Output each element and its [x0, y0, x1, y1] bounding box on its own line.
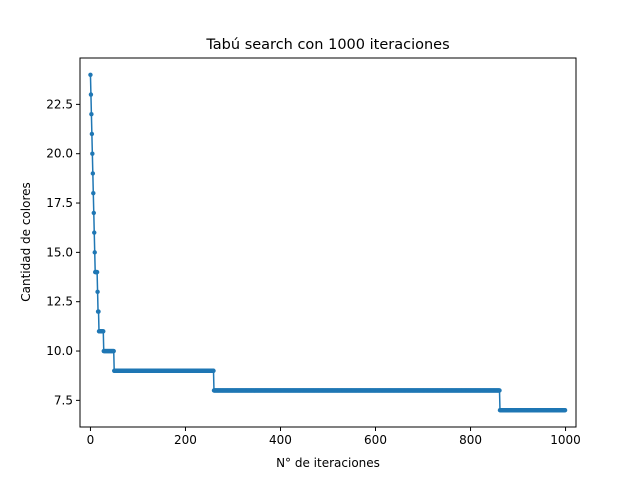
axes-frame [79, 57, 577, 428]
data-point [96, 309, 101, 314]
data-point [91, 210, 96, 216]
data-point [88, 72, 93, 77]
y-tick-label: 10.0 [46, 344, 73, 358]
data-point [91, 190, 96, 196]
x-axis-label: N° de iteraciones [276, 456, 380, 470]
x-tick-label: 800 [459, 433, 482, 447]
x-axis-ticks: 0 200 400 600 800 1000 [87, 427, 581, 447]
y-axis-label: Cantidad de colores [19, 182, 33, 302]
data-point [111, 348, 116, 354]
data-point [562, 408, 568, 413]
data-point [101, 329, 106, 334]
y-tick-label: 12.5 [46, 295, 73, 309]
y-tick-label: 17.5 [46, 196, 73, 210]
data-point [92, 230, 97, 235]
y-tick-label: 15.0 [46, 245, 73, 259]
x-tick-label: 600 [364, 433, 387, 447]
data-point [94, 269, 100, 275]
series-layer [88, 72, 568, 413]
y-tick-label: 20.0 [46, 147, 73, 161]
data-point [90, 171, 96, 176]
data-point [89, 131, 95, 137]
data-point [90, 151, 95, 156]
x-tick-label: 400 [269, 433, 292, 447]
y-axis-ticks: 7.5 10.0 12.5 15.0 17.5 20.0 22.5 [46, 97, 80, 407]
x-tick-label: 1000 [550, 433, 581, 447]
data-point [89, 112, 94, 117]
data-point [211, 368, 216, 373]
data-point [92, 250, 97, 255]
data-point [95, 289, 100, 295]
data-point [497, 388, 502, 393]
y-tick-label: 22.5 [46, 97, 73, 111]
x-tick-label: 0 [87, 433, 95, 447]
x-tick-label: 200 [174, 433, 197, 447]
plot-area: 0 200 400 600 800 1000 7.5 10.0 12.5 15.0 17.5 20.… [46, 57, 581, 447]
chart-title: Tabú search con 1000 iteraciones [205, 37, 449, 53]
data-point [88, 92, 94, 97]
y-tick-label: 7.5 [54, 393, 73, 407]
